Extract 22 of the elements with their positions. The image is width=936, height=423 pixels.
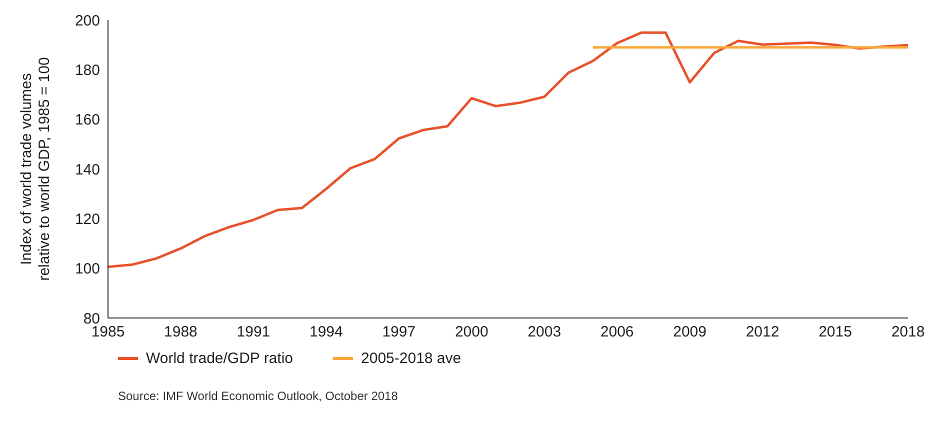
y-tick-label: 200 [74,12,100,30]
y-axis-title: Index of world trade volumes relative to world GDP, 1985 = 100 [18,57,53,281]
source-note: Source: IMF World Economic Outlook, October 2018 [118,389,399,403]
y-tick-label: 140 [74,161,100,178]
legend-label: 2005-2018 ave [361,350,462,367]
x-tick-label: 2006 [600,324,634,341]
legend-label: World trade/GDP ratio [146,350,294,367]
x-tick-label: 1994 [309,324,343,341]
x-tick-label: 1991 [236,324,270,341]
x-tick-label: 2003 [528,324,562,341]
y-tick-label: 100 [74,260,100,278]
x-tick-label: 1997 [382,324,416,341]
x-tick-label: 2018 [891,324,925,341]
x-tick-label: 2015 [818,324,852,341]
y-tick-label: 180 [74,62,100,79]
x-tick-label: 1988 [164,324,198,341]
line-series [108,31,908,268]
y-tick-label: 160 [74,112,100,129]
y-tick-label: 120 [74,210,100,228]
x-tick-label: 2000 [454,324,488,341]
x-tick-label: 2012 [746,324,780,341]
x-tick-label: 2009 [673,324,707,341]
